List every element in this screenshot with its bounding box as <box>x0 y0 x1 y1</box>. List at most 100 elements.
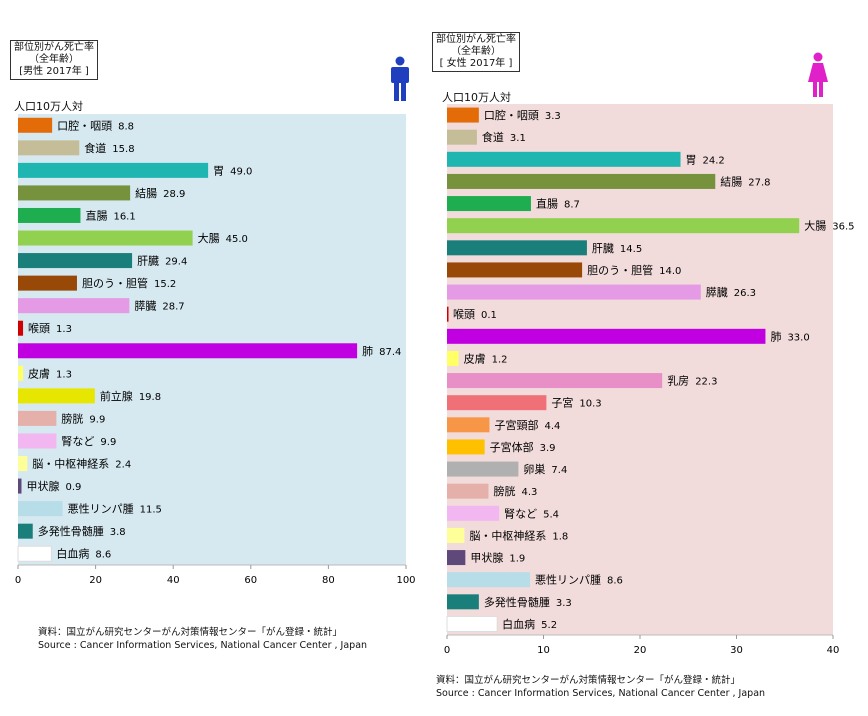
bar <box>447 151 681 167</box>
x-tick-label: 10 <box>537 645 550 656</box>
bar <box>447 373 663 389</box>
bar-value: 5.2 <box>541 620 557 631</box>
bar-value: 1.3 <box>56 369 72 380</box>
bar <box>18 185 131 201</box>
bar-value: 10.3 <box>579 399 601 410</box>
bar <box>18 343 358 359</box>
bar-value: 1.9 <box>509 554 525 565</box>
bar <box>447 350 459 366</box>
bar <box>447 527 465 543</box>
bar-value: 27.8 <box>748 177 770 188</box>
bar-value: 0.9 <box>65 482 81 493</box>
bar-label: 口腔・咽頭 <box>484 108 539 122</box>
bar <box>447 395 547 411</box>
bar-label: 腎など <box>61 435 94 448</box>
male-bar-chart: 口腔・咽頭 8.8 食道 15.8 胃 49.0 結腸 28.9 直腸 16.1 大腸 45.0 肝臓 2… <box>15 114 416 586</box>
bar-label: 子宮頸部 <box>494 418 538 432</box>
male-unit-label: 人口10万人対 <box>14 100 83 113</box>
female-source-note: 資料：国立がん研究センターがん対策情報センター「がん登録・統計」 Source … <box>436 674 765 700</box>
plot-background <box>447 104 833 635</box>
bar-label: 胃 <box>213 164 224 177</box>
bar <box>18 523 33 539</box>
bar-value: 45.0 <box>226 234 248 245</box>
bar-value: 19.8 <box>139 392 161 403</box>
bar-label: 脳・中枢神経系 <box>469 528 546 542</box>
x-tick-label: 60 <box>244 575 257 586</box>
bar-value: 3.3 <box>545 111 561 122</box>
male-source-line-1: 資料：国立がん研究センターがん対策情報センター「がん登録・統計」 <box>38 627 343 638</box>
bar-label: 食道 <box>482 130 504 144</box>
bar-value: 3.1 <box>510 133 526 144</box>
female-title-line-2: （全年齢） <box>451 46 501 57</box>
bar <box>18 388 95 404</box>
x-tick-label: 40 <box>827 645 840 656</box>
bar-value: 24.2 <box>703 155 725 166</box>
male-chart-title: 部位別がん死亡率 （全年齢） [男性 2017年 ] <box>10 40 98 80</box>
bar-label: 肺 <box>770 330 781 343</box>
bar-value: 8.8 <box>118 121 134 132</box>
bar-value: 4.3 <box>521 487 537 498</box>
bar <box>18 275 77 291</box>
bar-label: 悪性リンパ腫 <box>68 502 134 516</box>
bar <box>446 615 498 632</box>
bar-value: 14.0 <box>659 266 681 277</box>
bar-label: 膵臓 <box>134 300 156 313</box>
male-title-line-3: [男性 2017年 ] <box>19 66 89 77</box>
bar-label: 喉頭 <box>453 308 475 321</box>
bar <box>18 298 130 314</box>
bar-value: 49.0 <box>230 166 252 177</box>
male-figure-torso <box>391 67 409 83</box>
x-tick-label: 30 <box>730 645 743 656</box>
female-figure-icon <box>808 52 828 97</box>
female-title-line-1: 部位別がん死亡率 <box>436 34 516 45</box>
bar-label: 皮膚 <box>464 351 486 365</box>
x-tick-label: 100 <box>396 575 415 586</box>
male-title-line-1: 部位別がん死亡率 <box>14 42 94 53</box>
female-chart-title: 部位別がん死亡率 （全年齢） [ 女性 2017年 ] <box>432 32 520 72</box>
plot-background <box>18 114 406 565</box>
bar-label: 子宮 <box>551 396 573 410</box>
bar <box>18 478 22 494</box>
bar-label: 直腸 <box>536 197 558 211</box>
bar-value: 1.3 <box>56 324 72 335</box>
bar <box>447 306 449 322</box>
bar <box>447 240 587 256</box>
bar-label: 肺 <box>362 345 373 358</box>
bar-label: 脳・中枢神経系 <box>32 457 109 471</box>
bar <box>18 230 193 246</box>
female-bar-chart: 口腔・咽頭 3.3 食道 3.1 胃 24.2 結腸 27.8 直腸 8.7 大腸 36.5 肝臓 14.… <box>444 104 854 656</box>
bar-label: 食道 <box>84 141 106 155</box>
bar-label: 子宮体部 <box>490 440 534 454</box>
bar-label: 膀胱 <box>61 411 83 425</box>
bar-label: 胃 <box>686 153 697 166</box>
male-source-note: 資料：国立がん研究センターがん対策情報センター「がん登録・統計」 Source … <box>38 626 367 652</box>
male-title-line-2: （全年齢） <box>29 54 79 65</box>
bar-value: 28.9 <box>163 189 185 200</box>
bar-label: 甲状腺 <box>26 479 59 493</box>
bar <box>18 207 81 223</box>
bar-label: 口腔・咽頭 <box>57 118 112 132</box>
bar-label: 多発性骨髄腫 <box>38 524 104 538</box>
male-figure-head <box>395 56 405 66</box>
bar-label: 膀胱 <box>493 484 515 498</box>
bar-value: 1.8 <box>552 531 568 542</box>
bar-label: 甲状腺 <box>470 551 503 565</box>
bar <box>447 173 716 189</box>
x-tick-label: 0 <box>444 645 450 656</box>
bar-label: 腎など <box>504 507 537 520</box>
bar <box>18 140 80 156</box>
bar-label: 皮膚 <box>28 366 50 380</box>
bar-value: 8.6 <box>95 550 111 561</box>
bar-value: 28.7 <box>162 302 184 313</box>
bar <box>447 505 500 521</box>
bar-label: 喉頭 <box>28 322 50 335</box>
bar-label: 大腸 <box>804 219 826 233</box>
female-figure-dress <box>808 63 828 82</box>
bar <box>18 410 57 426</box>
bar-value: 5.4 <box>543 509 559 520</box>
female-title-line-3: [ 女性 2017年 ] <box>439 58 513 69</box>
bar-label: 結腸 <box>720 174 742 188</box>
female-figure-head <box>813 52 823 62</box>
bar-label: 直腸 <box>85 208 107 222</box>
bar <box>18 253 133 269</box>
